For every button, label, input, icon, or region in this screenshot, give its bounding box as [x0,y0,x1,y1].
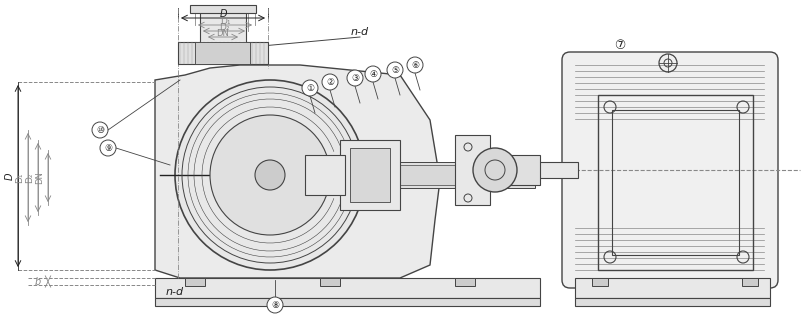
Circle shape [347,70,363,86]
Circle shape [473,148,517,192]
Circle shape [365,66,381,82]
Text: ②: ② [326,77,334,86]
Text: DN: DN [216,28,229,37]
Text: ⑥: ⑥ [411,60,419,69]
Bar [350,148,390,202]
Text: D₂: D₂ [219,22,229,31]
Bar [575,298,770,306]
Circle shape [175,80,365,270]
Bar [350,162,535,188]
Text: b: b [35,277,41,287]
Circle shape [322,74,338,90]
Text: n-d: n-d [351,27,369,37]
Circle shape [387,62,403,78]
Bar [536,162,578,178]
Circle shape [210,115,330,235]
Circle shape [302,80,318,96]
Text: n-d: n-d [166,287,184,297]
Bar [350,165,535,185]
Bar [155,298,540,306]
Circle shape [267,297,283,313]
Bar [305,155,345,195]
Bar [592,278,608,286]
Polygon shape [155,65,440,278]
Bar [742,278,758,286]
Circle shape [92,122,108,138]
Bar [195,42,250,64]
Circle shape [100,140,116,156]
FancyBboxPatch shape [562,52,778,288]
Bar [340,140,400,210]
Bar [598,95,753,270]
Bar [490,155,540,185]
Bar [455,278,475,286]
Bar [178,42,268,64]
Bar [200,8,246,43]
Bar [320,278,340,286]
Bar [185,278,205,286]
Bar [575,278,770,298]
Text: D: D [219,9,227,19]
Text: D₂: D₂ [26,173,34,183]
Text: ⑩: ⑩ [96,125,104,134]
Text: ①: ① [306,84,314,92]
Bar [612,110,739,255]
Text: ⑨: ⑨ [104,143,112,153]
Bar [190,5,256,13]
Text: D₁: D₁ [219,17,230,26]
Text: ⑤: ⑤ [391,66,399,75]
Circle shape [407,57,423,73]
Text: ③: ③ [351,74,359,83]
Text: ④: ④ [369,69,377,78]
Circle shape [255,160,285,190]
Bar [455,135,490,205]
Text: DN: DN [35,172,45,184]
Text: D₁: D₁ [15,173,25,183]
Text: D: D [5,172,15,180]
Text: ⑧: ⑧ [271,300,279,309]
Text: ⑦: ⑦ [614,38,626,52]
Bar [155,278,540,298]
